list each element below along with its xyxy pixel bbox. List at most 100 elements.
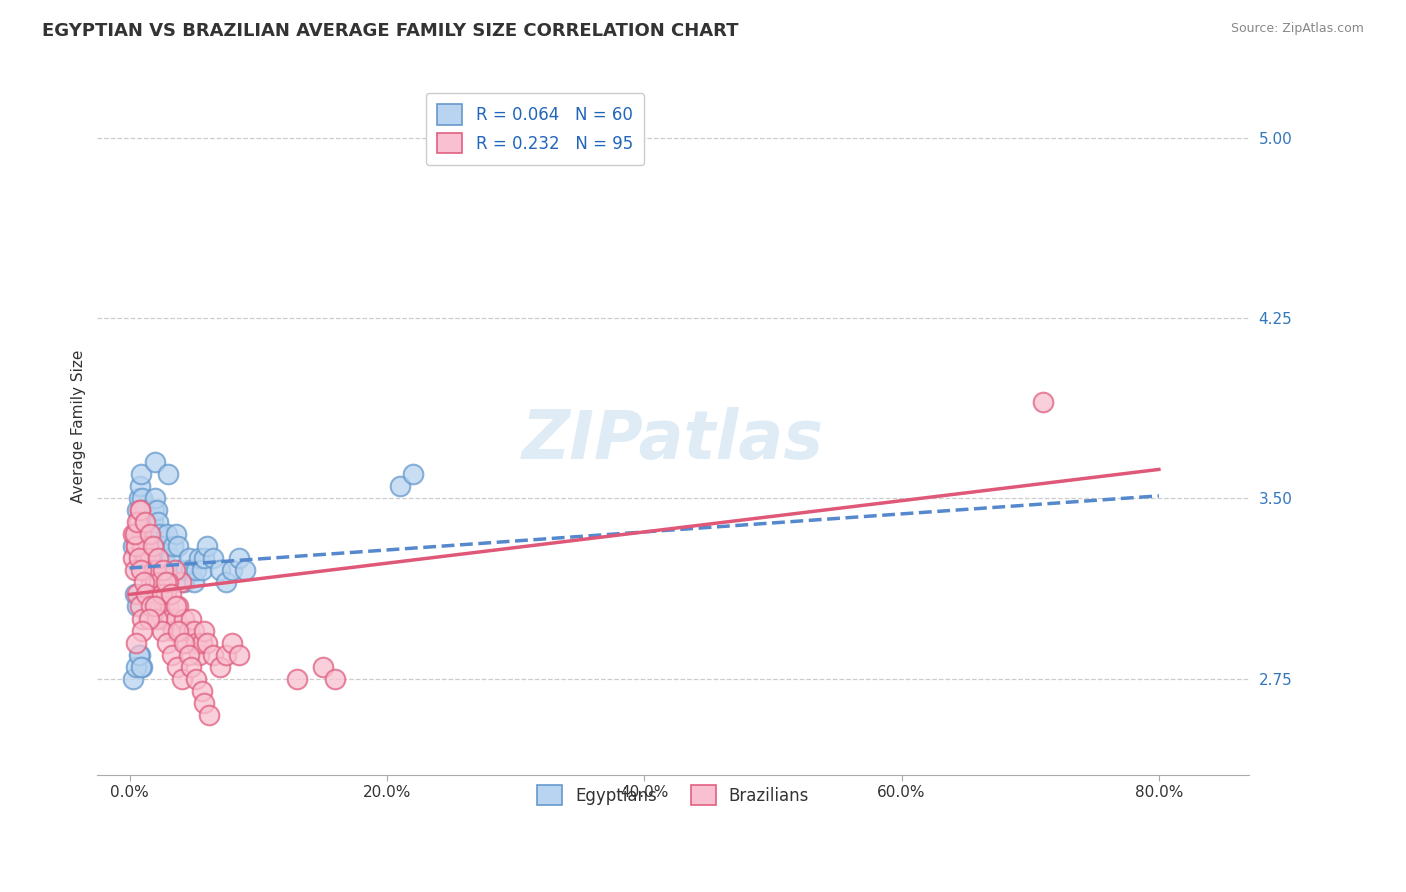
Point [146, 516, 169, 530]
Point [155, 540, 177, 554]
Point [145, 563, 167, 577]
Point [157, 599, 180, 614]
Point [141, 527, 163, 541]
Point [186, 672, 208, 686]
Point [143, 587, 166, 601]
Point [180, 659, 202, 673]
Point [135, 551, 157, 566]
Point [142, 516, 165, 530]
Point [193, 551, 215, 566]
Point [124, 563, 146, 577]
Point [141, 575, 163, 590]
Point [159, 611, 181, 625]
Point [125, 540, 148, 554]
Point [165, 599, 187, 614]
Point [177, 624, 200, 638]
Point [138, 611, 160, 625]
Point [143, 455, 166, 469]
Point [127, 599, 149, 614]
Point [228, 551, 250, 566]
Point [128, 491, 150, 506]
Text: EGYPTIAN VS BRAZILIAN AVERAGE FAMILY SIZE CORRELATION CHART: EGYPTIAN VS BRAZILIAN AVERAGE FAMILY SIZ… [42, 22, 738, 40]
Point [143, 491, 166, 506]
Point [174, 563, 197, 577]
Point [157, 467, 180, 482]
Point [208, 659, 231, 673]
Point [165, 527, 187, 541]
Point [127, 587, 149, 601]
Point [122, 540, 145, 554]
Point [142, 540, 165, 554]
Point [146, 551, 169, 566]
Point [150, 624, 173, 638]
Point [125, 527, 148, 541]
Point [156, 611, 179, 625]
Point [177, 551, 200, 566]
Point [153, 599, 176, 614]
Y-axis label: Average Family Size: Average Family Size [72, 350, 86, 503]
Point [125, 659, 148, 673]
Point [131, 540, 153, 554]
Point [135, 587, 157, 601]
Point [128, 503, 150, 517]
Point [163, 563, 186, 577]
Point [136, 540, 159, 554]
Point [139, 527, 162, 541]
Point [127, 527, 149, 541]
Point [134, 516, 156, 530]
Point [174, 635, 197, 649]
Point [170, 624, 193, 638]
Point [143, 599, 166, 614]
Point [131, 659, 153, 673]
Point [165, 611, 187, 625]
Point [202, 648, 225, 662]
Point [129, 659, 152, 673]
Point [131, 491, 153, 506]
Point [129, 527, 152, 541]
Point [162, 624, 184, 638]
Point [198, 707, 221, 722]
Point [170, 575, 193, 590]
Point [152, 611, 174, 625]
Point [129, 563, 152, 577]
Point [233, 563, 256, 577]
Point [208, 563, 231, 577]
Point [202, 551, 225, 566]
Point [122, 551, 145, 566]
Point [139, 551, 162, 566]
Point [166, 659, 188, 673]
Point [132, 503, 155, 517]
Point [128, 648, 150, 662]
Point [143, 503, 166, 517]
Point [190, 635, 212, 649]
Point [180, 563, 202, 577]
Point [228, 648, 250, 662]
Point [167, 599, 190, 614]
Point [162, 540, 184, 554]
Point [156, 527, 179, 541]
Point [124, 527, 146, 541]
Point [183, 575, 205, 590]
Point [138, 563, 160, 577]
Point [177, 648, 200, 662]
Point [188, 551, 211, 566]
Point [127, 516, 149, 530]
Point [285, 672, 308, 686]
Point [195, 540, 218, 554]
Point [131, 611, 153, 625]
Point [146, 587, 169, 601]
Point [221, 563, 243, 577]
Point [215, 648, 238, 662]
Point [149, 599, 172, 614]
Point [150, 551, 173, 566]
Point [193, 696, 215, 710]
Point [128, 503, 150, 517]
Point [183, 624, 205, 638]
Point [148, 575, 170, 590]
Point [129, 467, 152, 482]
Point [122, 527, 145, 541]
Point [124, 587, 146, 601]
Point [142, 563, 165, 577]
Point [128, 551, 150, 566]
Point [195, 635, 218, 649]
